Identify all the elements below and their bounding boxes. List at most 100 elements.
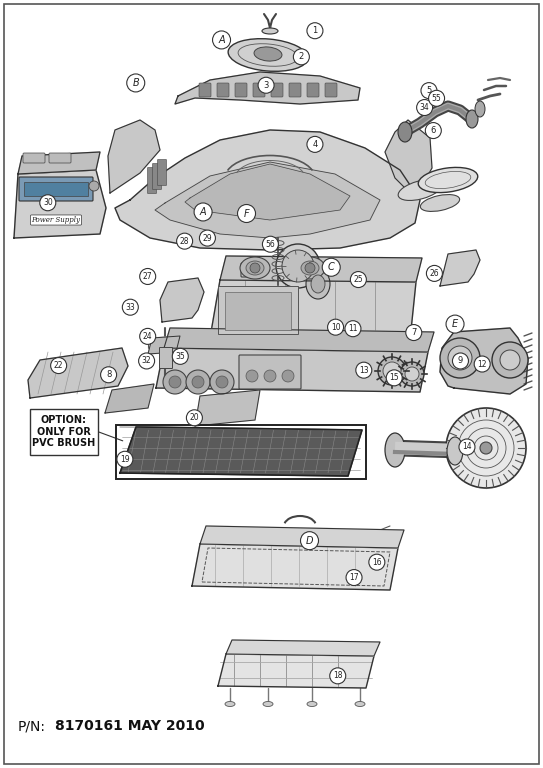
Ellipse shape	[225, 701, 235, 707]
Circle shape	[172, 349, 188, 364]
Ellipse shape	[466, 110, 478, 128]
Circle shape	[350, 272, 367, 287]
Circle shape	[446, 315, 464, 333]
Ellipse shape	[475, 101, 485, 117]
Polygon shape	[14, 170, 106, 238]
Circle shape	[176, 233, 193, 249]
Circle shape	[307, 137, 323, 152]
Text: 15: 15	[389, 373, 399, 382]
Text: 17: 17	[349, 573, 359, 582]
Ellipse shape	[246, 261, 264, 275]
Circle shape	[282, 370, 294, 382]
Text: 18: 18	[333, 671, 343, 680]
Polygon shape	[192, 544, 398, 590]
Polygon shape	[160, 278, 204, 322]
Polygon shape	[156, 348, 428, 392]
Polygon shape	[105, 384, 154, 413]
Circle shape	[448, 346, 472, 370]
Circle shape	[276, 244, 320, 288]
Circle shape	[346, 570, 362, 585]
Text: 55: 55	[432, 94, 441, 103]
FancyBboxPatch shape	[24, 182, 88, 196]
Text: Power Supply: Power Supply	[31, 216, 80, 224]
Circle shape	[40, 195, 56, 210]
Text: 26: 26	[430, 269, 439, 278]
FancyBboxPatch shape	[199, 83, 211, 97]
Circle shape	[216, 376, 228, 388]
Polygon shape	[18, 152, 100, 174]
FancyBboxPatch shape	[225, 292, 291, 330]
Text: B: B	[132, 78, 139, 88]
Circle shape	[300, 531, 319, 550]
Circle shape	[199, 230, 216, 246]
Ellipse shape	[295, 257, 325, 279]
Circle shape	[169, 376, 181, 388]
Text: 33: 33	[125, 303, 135, 312]
Ellipse shape	[262, 28, 278, 34]
Text: 27: 27	[143, 272, 153, 281]
Circle shape	[212, 31, 231, 49]
Text: 25: 25	[353, 275, 363, 284]
Circle shape	[138, 353, 155, 369]
Text: 28: 28	[180, 237, 190, 246]
Text: F: F	[244, 208, 249, 219]
Circle shape	[237, 204, 256, 223]
Text: 8170161 MAY 2010: 8170161 MAY 2010	[55, 719, 205, 733]
Text: 9: 9	[458, 356, 463, 366]
Text: C: C	[328, 262, 334, 273]
Circle shape	[194, 203, 212, 221]
Circle shape	[452, 353, 469, 369]
FancyBboxPatch shape	[160, 347, 173, 369]
Circle shape	[100, 367, 117, 382]
Text: 29: 29	[203, 233, 212, 243]
Ellipse shape	[228, 38, 308, 71]
Circle shape	[307, 23, 323, 38]
Ellipse shape	[355, 701, 365, 707]
Polygon shape	[148, 336, 180, 354]
Ellipse shape	[447, 437, 463, 465]
Circle shape	[480, 442, 492, 454]
FancyBboxPatch shape	[157, 160, 167, 186]
Circle shape	[330, 668, 346, 684]
Text: 5: 5	[426, 86, 432, 95]
Text: P/N:: P/N:	[18, 719, 46, 733]
Polygon shape	[218, 654, 374, 688]
Text: 24: 24	[143, 332, 153, 341]
Circle shape	[459, 439, 475, 455]
Text: OPTION:
ONLY FOR
PVC BRUSH: OPTION: ONLY FOR PVC BRUSH	[32, 415, 96, 449]
Ellipse shape	[301, 261, 319, 275]
Circle shape	[406, 325, 422, 340]
Text: 35: 35	[175, 352, 185, 361]
Text: 3: 3	[263, 81, 269, 90]
Text: 13: 13	[359, 366, 369, 375]
Polygon shape	[108, 120, 160, 193]
Text: 4: 4	[312, 140, 318, 149]
Polygon shape	[185, 164, 350, 220]
FancyBboxPatch shape	[218, 286, 298, 334]
Text: 34: 34	[420, 103, 430, 112]
Circle shape	[282, 250, 314, 282]
Circle shape	[356, 362, 372, 378]
Text: 6: 6	[431, 126, 436, 135]
Polygon shape	[210, 280, 416, 340]
Circle shape	[405, 367, 419, 381]
Polygon shape	[195, 390, 260, 426]
Circle shape	[122, 300, 138, 315]
Circle shape	[474, 356, 490, 372]
Text: 22: 22	[54, 361, 64, 370]
FancyBboxPatch shape	[239, 355, 301, 389]
Text: 20: 20	[190, 413, 199, 422]
Text: 12: 12	[477, 359, 487, 369]
FancyBboxPatch shape	[325, 83, 337, 97]
Circle shape	[327, 319, 344, 335]
Ellipse shape	[418, 167, 478, 193]
FancyBboxPatch shape	[30, 409, 98, 455]
Circle shape	[492, 342, 528, 378]
Circle shape	[386, 370, 402, 386]
Ellipse shape	[263, 701, 273, 707]
FancyBboxPatch shape	[307, 83, 319, 97]
Polygon shape	[120, 427, 362, 476]
Polygon shape	[175, 72, 360, 104]
Circle shape	[293, 49, 310, 65]
Ellipse shape	[420, 194, 459, 211]
